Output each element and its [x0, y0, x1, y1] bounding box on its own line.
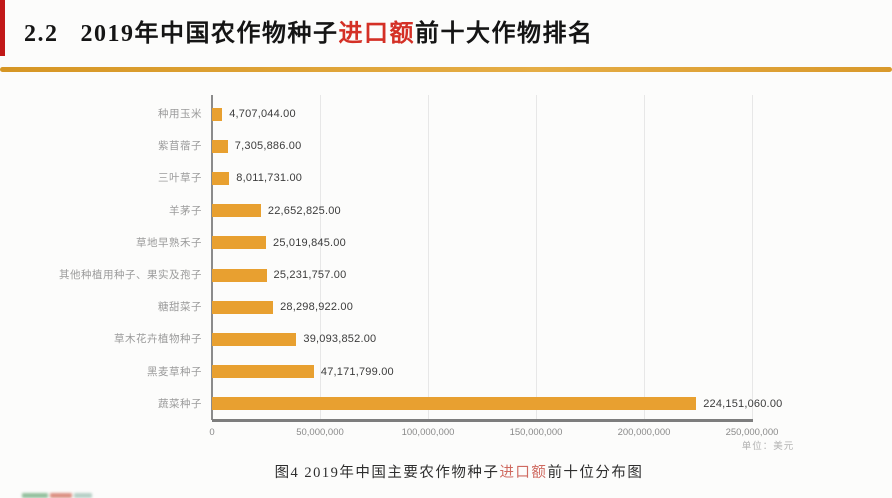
value-label: 7,305,886.00: [234, 140, 302, 153]
gridline: [752, 95, 753, 420]
title-underline-rule: [0, 67, 892, 72]
partial-logo-fragment: [74, 493, 92, 498]
bar-track: 25,231,757.00: [212, 268, 892, 282]
bar-track: 4,707,044.00: [212, 107, 892, 121]
value-label: 224,151,060.00: [703, 397, 783, 410]
category-label: 草地早熟禾子: [136, 236, 202, 249]
bar-track: 7,305,886.00: [212, 139, 892, 153]
chart-row: 羊茅子 22,652,825.00: [0, 195, 892, 227]
value-label: 4,707,044.00: [229, 108, 296, 121]
gridline: [320, 95, 321, 420]
category-label: 羊茅子: [169, 204, 202, 217]
page-title: 2.2 2019年中国农作物种子进口额前十大作物排名: [24, 13, 594, 48]
section-number: 2.2: [24, 21, 59, 47]
value-label: 25,231,757.00: [273, 269, 347, 282]
value-label: 47,171,799.00: [320, 365, 394, 378]
chart-row: 糖甜菜子 28,298,922.00: [0, 291, 892, 323]
bar: [212, 397, 697, 411]
caption-highlight: 进口额: [499, 465, 548, 481]
chart-row: 黑麦草种子 47,171,799.00: [0, 356, 892, 388]
title-text-suffix: 前十大作物排名: [415, 21, 594, 47]
category-label: 紫苜蓿子: [158, 140, 202, 153]
bar: [212, 236, 266, 250]
x-axis-tick: 250,000,000: [725, 427, 779, 438]
bar: [212, 139, 228, 153]
category-label: 种用玉米: [158, 108, 202, 121]
gridline: [536, 95, 537, 420]
bar: [212, 300, 274, 314]
chart-row: 蔬菜种子 224,151,060.00: [0, 388, 892, 420]
bar-track: 25,019,845.00: [212, 236, 892, 250]
partial-logo: [22, 493, 92, 498]
category-label: 三叶草子: [158, 172, 202, 185]
unit-label: 单位：美元: [741, 441, 795, 452]
bar-track: 47,171,799.00: [212, 365, 892, 379]
x-axis-tick: 0: [209, 427, 215, 438]
value-label: 39,093,852.00: [303, 333, 377, 346]
chart-row: 三叶草子 8,011,731.00: [0, 162, 892, 194]
value-label: 25,019,845.00: [273, 236, 346, 249]
y-axis-line: [211, 95, 213, 420]
bar-chart: 种用玉米 4,707,044.00 紫苜蓿子 7,305,886.00 三叶草子 8,01…: [0, 95, 892, 438]
x-axis-tick-labels: 0 50,000,000 100,000,000 150,000,000 200,000…: [209, 427, 778, 441]
gridline: [428, 95, 429, 420]
bar-track: 28,298,922.00: [212, 300, 892, 314]
bar: [212, 365, 314, 379]
value-label: 22,652,825.00: [267, 204, 341, 217]
title-highlight: 进口额: [338, 21, 415, 47]
gridline: [644, 95, 645, 420]
value-label: 8,011,731.00: [236, 172, 303, 185]
category-label: 其他种植用种子、果实及孢子: [59, 269, 202, 281]
chart-rows: 种用玉米 4,707,044.00 紫苜蓿子 7,305,886.00 三叶草子 8,01…: [0, 98, 892, 420]
category-label: 糖甜菜子: [158, 301, 202, 314]
x-axis-tick: 100,000,000: [401, 427, 455, 438]
bar-track: 224,151,060.00: [212, 397, 892, 411]
bar: [212, 332, 297, 346]
title-text: 2019年中国农作物种子: [80, 21, 339, 47]
bar-track: 8,011,731.00: [212, 171, 892, 185]
value-label: 28,298,922.00: [280, 301, 354, 314]
caption-text: 图4 2019年中国主要农作物种子: [274, 465, 500, 481]
bar: [212, 204, 261, 218]
bar: [212, 268, 267, 282]
category-label: 黑麦草种子: [147, 365, 202, 378]
partial-logo-fragment: [22, 493, 48, 498]
chart-row: 草木花卉植物种子 39,093,852.00: [0, 323, 892, 355]
bar-track: 39,093,852.00: [212, 332, 892, 346]
chart-row: 紫苜蓿子 7,305,886.00: [0, 130, 892, 162]
x-axis-tick: 200,000,000: [617, 427, 671, 438]
bar: [212, 171, 230, 185]
category-label: 草木花卉植物种子: [114, 333, 202, 346]
x-axis-line: [212, 419, 753, 422]
x-axis-tick: 150,000,000: [509, 427, 563, 438]
red-accent-strip: [0, 0, 5, 56]
chart-row: 草地早熟禾子 25,019,845.00: [0, 227, 892, 259]
chart-row: 其他种植用种子、果实及孢子 25,231,757.00: [0, 259, 892, 291]
partial-logo-fragment: [50, 493, 72, 498]
bar-track: 22,652,825.00: [212, 204, 892, 218]
x-axis-tick: 50,000,000: [296, 427, 344, 438]
chart-row: 种用玉米 4,707,044.00: [0, 98, 892, 130]
category-label: 蔬菜种子: [158, 397, 202, 410]
chart-gridlines: [211, 95, 753, 420]
bar: [212, 107, 223, 121]
caption-text-suffix: 前十位分布图: [547, 465, 644, 481]
figure-caption: 图4 2019年中国主要农作物种子进口额前十位分布图: [0, 461, 892, 482]
